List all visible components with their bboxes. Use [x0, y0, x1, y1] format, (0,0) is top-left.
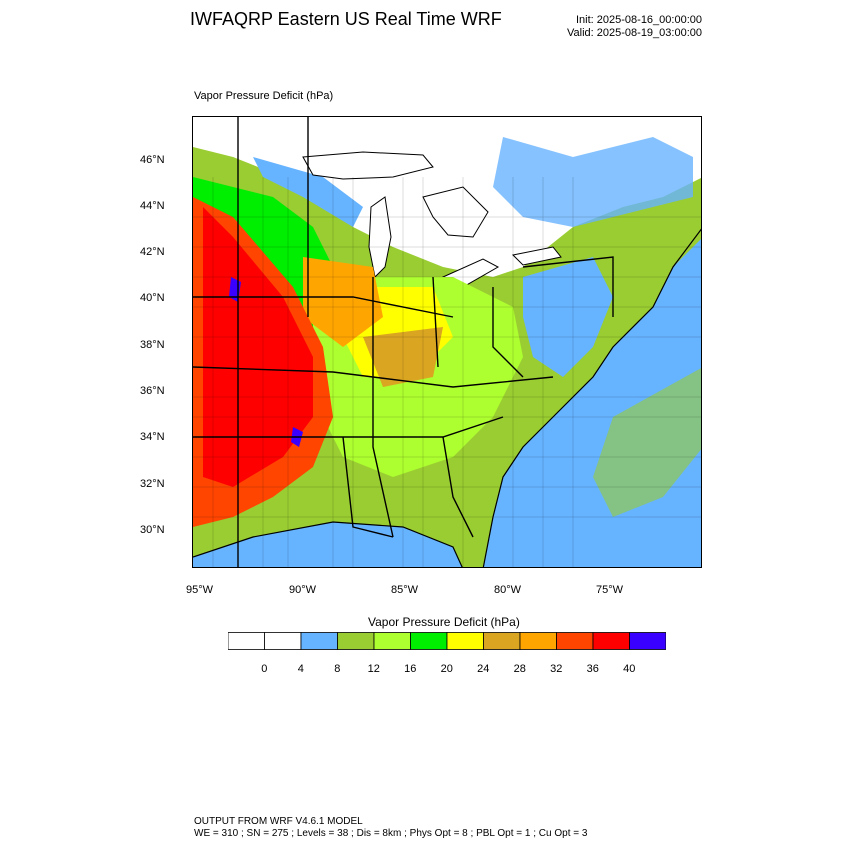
colorbar-swatch	[446, 632, 484, 650]
gulf-coast	[193, 521, 463, 567]
colorbar-tick-label: 36	[586, 663, 599, 675]
colorbar-tick-label: 28	[513, 663, 526, 675]
map-svg	[193, 117, 701, 567]
lon-label: 80°W	[494, 584, 522, 596]
colorbar-swatch	[228, 632, 265, 650]
vpd-map	[192, 116, 702, 568]
colorbar-tick-label: 4	[297, 663, 304, 675]
colorbar-tick-label: 12	[367, 663, 380, 675]
colorbar-tick-label: 8	[334, 663, 341, 675]
colorbar-swatch	[629, 632, 666, 650]
lon-label: 95°W	[186, 584, 214, 596]
lat-label: 46°N	[140, 154, 165, 166]
illinois-orange	[303, 257, 383, 347]
lon-label: 75°W	[596, 584, 624, 596]
county-texture	[193, 177, 701, 567]
colorbar-swatch	[592, 632, 630, 650]
colorbar-swatch	[556, 632, 594, 650]
colorbar-swatch	[483, 632, 521, 650]
lat-label: 38°N	[140, 339, 165, 351]
lat-label: 40°N	[140, 292, 165, 304]
colorbar-title: Vapor Pressure Deficit (hPa)	[368, 615, 520, 629]
lat-label: 36°N	[140, 385, 165, 397]
field-title: Vapor Pressure Deficit (hPa)	[194, 90, 334, 102]
northeast-low	[523, 257, 613, 377]
colorbar-tick-label: 24	[477, 663, 490, 675]
lat-label: 44°N	[140, 200, 165, 212]
colorbar-swatch	[373, 632, 411, 650]
colorbar-tick-label: 16	[404, 663, 417, 675]
colorbar-swatch	[300, 632, 338, 650]
lat-label: 34°N	[140, 431, 165, 443]
colorbar-tick-label: 0	[261, 663, 268, 675]
colorbar-tick-label: 40	[623, 663, 636, 675]
colorbar-swatch	[337, 632, 375, 650]
valid-time: Valid: 2025-08-19_03:00:00	[567, 27, 702, 39]
atlantic-coast	[482, 228, 701, 567]
lat-label: 32°N	[140, 478, 165, 490]
lake-ontario	[511, 246, 562, 266]
footer-model: OUTPUT FROM WRF V4.6.1 MODEL	[194, 816, 363, 827]
colorbar-swatch	[410, 632, 448, 650]
gulf-of-mexico	[193, 522, 463, 567]
lake-superior	[302, 151, 434, 180]
lon-label: 90°W	[289, 584, 317, 596]
init-time: Init: 2025-08-16_00:00:00	[576, 14, 702, 26]
colorbar	[228, 632, 666, 650]
colorbar-tick-label: 32	[550, 663, 563, 675]
lat-label: 42°N	[140, 246, 165, 258]
ocean-low-vpd	[593, 368, 701, 517]
lat-label: 30°N	[140, 524, 165, 536]
page-title: IWFAQRP Eastern US Real Time WRF	[190, 9, 502, 29]
colorbar-swatch	[519, 632, 557, 650]
colorbar-swatch	[264, 632, 302, 650]
footer-config: WE = 310 ; SN = 275 ; Levels = 38 ; Dis …	[194, 828, 588, 839]
lon-label: 85°W	[391, 584, 419, 596]
colorbar-tick-label: 20	[440, 663, 453, 675]
